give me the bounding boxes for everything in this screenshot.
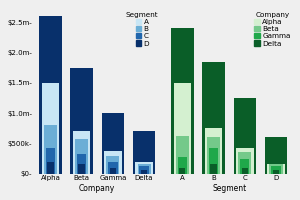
X-axis label: Segment: Segment bbox=[212, 184, 246, 193]
Bar bbox=[108, 162, 118, 174]
Bar bbox=[141, 170, 147, 174]
Bar bbox=[202, 62, 225, 174]
Bar bbox=[242, 168, 248, 174]
Bar bbox=[46, 148, 55, 174]
Bar bbox=[102, 113, 124, 174]
Bar bbox=[77, 154, 86, 174]
Bar bbox=[133, 131, 155, 174]
Bar bbox=[207, 137, 220, 174]
Bar bbox=[104, 151, 122, 174]
Bar bbox=[269, 164, 283, 174]
Bar bbox=[265, 137, 287, 174]
Bar bbox=[176, 136, 189, 174]
Bar bbox=[70, 68, 93, 174]
Bar bbox=[110, 168, 116, 174]
Bar bbox=[179, 168, 185, 174]
Bar bbox=[79, 164, 85, 174]
Legend: Alpha, Beta, Gamma, Delta: Alpha, Beta, Gamma, Delta bbox=[253, 11, 292, 48]
Bar bbox=[233, 98, 256, 174]
Bar bbox=[174, 83, 191, 174]
Bar bbox=[39, 16, 62, 174]
Bar bbox=[135, 162, 153, 174]
Bar bbox=[42, 83, 59, 174]
Bar bbox=[106, 156, 119, 174]
Bar bbox=[271, 166, 281, 174]
Bar bbox=[75, 139, 88, 174]
Bar bbox=[240, 159, 250, 174]
Bar bbox=[209, 148, 218, 174]
Bar bbox=[140, 166, 149, 174]
Bar bbox=[205, 128, 222, 174]
Bar bbox=[47, 162, 53, 174]
Bar bbox=[137, 164, 151, 174]
Bar bbox=[73, 131, 90, 174]
Bar bbox=[238, 152, 251, 174]
X-axis label: Company: Company bbox=[79, 184, 115, 193]
Bar bbox=[171, 28, 194, 174]
Legend: A, B, C, D: A, B, C, D bbox=[124, 11, 160, 48]
Bar bbox=[44, 125, 57, 174]
Bar bbox=[236, 148, 254, 174]
Bar bbox=[210, 164, 217, 174]
Bar bbox=[273, 170, 279, 174]
Bar bbox=[178, 157, 187, 174]
Bar bbox=[267, 164, 285, 174]
